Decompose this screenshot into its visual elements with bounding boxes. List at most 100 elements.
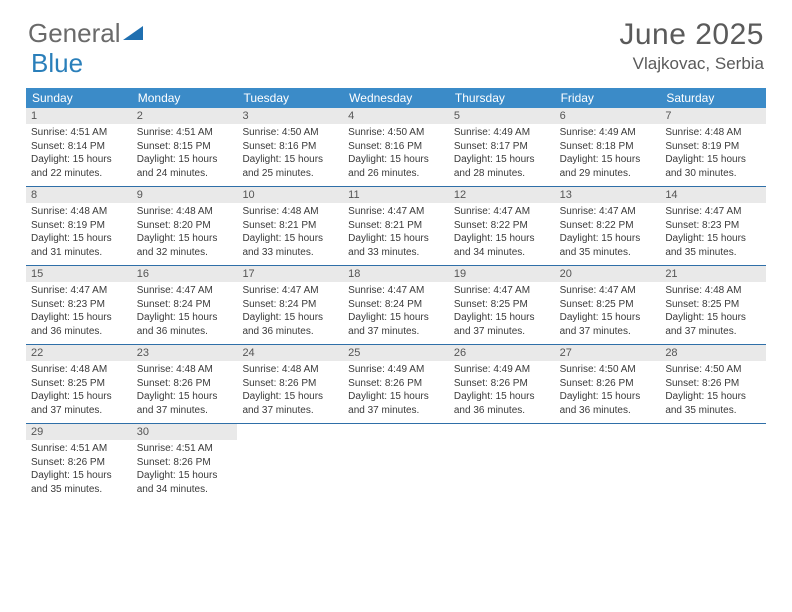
calendar-cell: 25Sunrise: 4:49 AMSunset: 8:26 PMDayligh… (343, 345, 449, 423)
day-info: Sunrise: 4:48 AMSunset: 8:20 PMDaylight:… (132, 203, 238, 264)
daylight-text-1: Daylight: 15 hours (31, 232, 127, 246)
calendar-cell: 27Sunrise: 4:50 AMSunset: 8:26 PMDayligh… (555, 345, 661, 423)
daylight-text-2: and 37 minutes. (665, 325, 761, 339)
sunset-text: Sunset: 8:26 PM (31, 456, 127, 470)
daylight-text-1: Daylight: 15 hours (31, 153, 127, 167)
day-number: 13 (555, 187, 661, 203)
calendar-cell: 16Sunrise: 4:47 AMSunset: 8:24 PMDayligh… (132, 266, 238, 344)
day-number: 27 (555, 345, 661, 361)
day-info: Sunrise: 4:51 AMSunset: 8:15 PMDaylight:… (132, 124, 238, 185)
calendar-cell: 29Sunrise: 4:51 AMSunset: 8:26 PMDayligh… (26, 424, 132, 502)
day-of-week-row: SundayMondayTuesdayWednesdayThursdayFrid… (26, 88, 766, 108)
calendar-cell-empty (343, 424, 449, 502)
day-info: Sunrise: 4:47 AMSunset: 8:24 PMDaylight:… (343, 282, 449, 343)
day-number: 26 (449, 345, 555, 361)
daylight-text-2: and 35 minutes. (665, 404, 761, 418)
sunrise-text: Sunrise: 4:47 AM (454, 284, 550, 298)
sunrise-text: Sunrise: 4:50 AM (560, 363, 656, 377)
daylight-text-1: Daylight: 15 hours (560, 153, 656, 167)
daylight-text-1: Daylight: 15 hours (242, 232, 338, 246)
daylight-text-2: and 34 minutes. (137, 483, 233, 497)
daylight-text-1: Daylight: 15 hours (348, 153, 444, 167)
sunset-text: Sunset: 8:26 PM (560, 377, 656, 391)
calendar-cell: 9Sunrise: 4:48 AMSunset: 8:20 PMDaylight… (132, 187, 238, 265)
daylight-text-1: Daylight: 15 hours (137, 469, 233, 483)
daylight-text-2: and 30 minutes. (665, 167, 761, 181)
sunset-text: Sunset: 8:21 PM (348, 219, 444, 233)
sunrise-text: Sunrise: 4:47 AM (665, 205, 761, 219)
day-info: Sunrise: 4:47 AMSunset: 8:24 PMDaylight:… (132, 282, 238, 343)
daylight-text-1: Daylight: 15 hours (348, 311, 444, 325)
day-info: Sunrise: 4:49 AMSunset: 8:26 PMDaylight:… (343, 361, 449, 422)
daylight-text-1: Daylight: 15 hours (31, 390, 127, 404)
day-number: 24 (237, 345, 343, 361)
day-info: Sunrise: 4:48 AMSunset: 8:19 PMDaylight:… (660, 124, 766, 185)
day-info: Sunrise: 4:51 AMSunset: 8:14 PMDaylight:… (26, 124, 132, 185)
sunrise-text: Sunrise: 4:48 AM (665, 126, 761, 140)
day-number: 2 (132, 108, 238, 124)
sunset-text: Sunset: 8:16 PM (348, 140, 444, 154)
day-number: 11 (343, 187, 449, 203)
sunrise-text: Sunrise: 4:47 AM (31, 284, 127, 298)
daylight-text-2: and 34 minutes. (454, 246, 550, 260)
day-info: Sunrise: 4:48 AMSunset: 8:25 PMDaylight:… (26, 361, 132, 422)
day-number: 25 (343, 345, 449, 361)
daylight-text-2: and 36 minutes. (560, 404, 656, 418)
daylight-text-1: Daylight: 15 hours (31, 311, 127, 325)
daylight-text-1: Daylight: 15 hours (665, 153, 761, 167)
sunset-text: Sunset: 8:20 PM (137, 219, 233, 233)
sunrise-text: Sunrise: 4:50 AM (242, 126, 338, 140)
day-info: Sunrise: 4:47 AMSunset: 8:23 PMDaylight:… (26, 282, 132, 343)
calendar-cell: 22Sunrise: 4:48 AMSunset: 8:25 PMDayligh… (26, 345, 132, 423)
day-number: 21 (660, 266, 766, 282)
dow-thursday: Thursday (449, 88, 555, 108)
sunset-text: Sunset: 8:17 PM (454, 140, 550, 154)
day-number: 30 (132, 424, 238, 440)
daylight-text-1: Daylight: 15 hours (560, 311, 656, 325)
sunrise-text: Sunrise: 4:48 AM (242, 363, 338, 377)
day-info: Sunrise: 4:47 AMSunset: 8:25 PMDaylight:… (555, 282, 661, 343)
daylight-text-2: and 24 minutes. (137, 167, 233, 181)
month-title: June 2025 (619, 18, 764, 52)
dow-tuesday: Tuesday (237, 88, 343, 108)
day-info: Sunrise: 4:47 AMSunset: 8:22 PMDaylight:… (449, 203, 555, 264)
daylight-text-2: and 36 minutes. (137, 325, 233, 339)
sunset-text: Sunset: 8:26 PM (665, 377, 761, 391)
sunset-text: Sunset: 8:21 PM (242, 219, 338, 233)
header: General June 2025 Vlajkovac, Serbia (0, 0, 792, 82)
calendar-cell: 2Sunrise: 4:51 AMSunset: 8:15 PMDaylight… (132, 108, 238, 186)
day-number: 20 (555, 266, 661, 282)
sunset-text: Sunset: 8:24 PM (242, 298, 338, 312)
calendar-cell: 24 Sunrise: 4:48 AMSunset: 8:26 PMDayligh… (237, 345, 343, 423)
day-info: Sunrise: 4:50 AMSunset: 8:26 PMDaylight:… (555, 361, 661, 422)
sunrise-text: Sunrise: 4:51 AM (137, 442, 233, 456)
daylight-text-1: Daylight: 15 hours (242, 390, 338, 404)
day-info: Sunrise: 4:49 AMSunset: 8:18 PMDaylight:… (555, 124, 661, 185)
day-info: Sunrise: 4:49 AMSunset: 8:26 PMDaylight:… (449, 361, 555, 422)
calendar-cell: 28Sunrise: 4:50 AMSunset: 8:26 PMDayligh… (660, 345, 766, 423)
calendar-cell: 4Sunrise: 4:50 AMSunset: 8:16 PMDaylight… (343, 108, 449, 186)
sunrise-text: Sunrise: 4:47 AM (242, 284, 338, 298)
day-number: 17 (237, 266, 343, 282)
calendar-cell: 19Sunrise: 4:47 AMSunset: 8:25 PMDayligh… (449, 266, 555, 344)
calendar-cell-empty (237, 424, 343, 502)
sunrise-text: Sunrise: 4:47 AM (560, 205, 656, 219)
sunrise-text: Sunrise: 4:49 AM (560, 126, 656, 140)
logo-text-blue: Blue (31, 48, 83, 79)
sunrise-text: Sunrise: 4:48 AM (665, 284, 761, 298)
sunset-text: Sunset: 8:19 PM (665, 140, 761, 154)
sunset-text: Sunset: 8:23 PM (31, 298, 127, 312)
day-number: 10 (237, 187, 343, 203)
daylight-text-1: Daylight: 15 hours (560, 232, 656, 246)
calendar-cell: 21Sunrise: 4:48 AMSunset: 8:25 PMDayligh… (660, 266, 766, 344)
day-info: Sunrise: 4:47 AMSunset: 8:24 PMDaylight:… (237, 282, 343, 343)
week-row: 8Sunrise: 4:48 AMSunset: 8:19 PMDaylight… (26, 187, 766, 266)
calendar-cell-empty (449, 424, 555, 502)
calendar-cell: 17Sunrise: 4:47 AMSunset: 8:24 PMDayligh… (237, 266, 343, 344)
calendar-cell: 3Sunrise: 4:50 AMSunset: 8:16 PMDaylight… (237, 108, 343, 186)
day-number: 7 (660, 108, 766, 124)
sunset-text: Sunset: 8:14 PM (31, 140, 127, 154)
sunrise-text: Sunrise: 4:50 AM (665, 363, 761, 377)
calendar-cell: 6Sunrise: 4:49 AMSunset: 8:18 PMDaylight… (555, 108, 661, 186)
sunset-text: Sunset: 8:26 PM (242, 377, 338, 391)
